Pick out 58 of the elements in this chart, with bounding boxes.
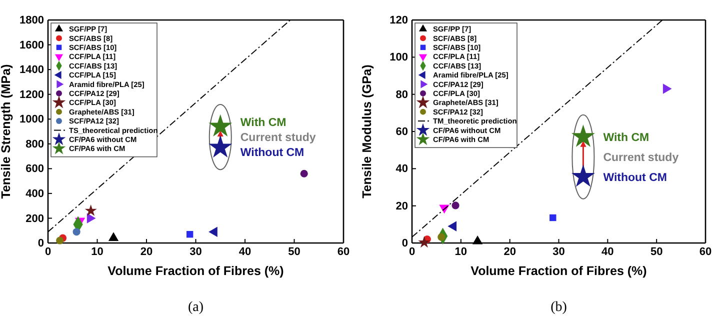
y-tick-label: 400 <box>26 188 44 200</box>
x-tick-label: 60 <box>337 246 350 258</box>
point <box>662 84 672 94</box>
point <box>549 214 556 222</box>
y-axis-title: Tensile Modulus (GPa) <box>360 64 374 198</box>
annotation: Current study <box>240 132 316 144</box>
text: (b) <box>550 300 567 315</box>
point <box>447 221 456 232</box>
point <box>208 226 218 237</box>
annotation: Current study <box>602 152 679 164</box>
y-tick-label: 80 <box>395 88 408 101</box>
point <box>72 228 80 236</box>
y-axis-title: Tensile Strength (MPa) <box>0 64 13 199</box>
x-tick-label: 30 <box>190 246 202 258</box>
x-axis-title: Volume Fraction of Fibres (%) <box>108 264 284 278</box>
y-tick-label: 1400 <box>20 64 44 76</box>
point <box>208 135 232 158</box>
point <box>186 230 194 238</box>
y-tick-label: 0 <box>38 238 44 250</box>
x-tick-label: 40 <box>238 246 252 258</box>
x-tick-label: 20 <box>503 246 516 258</box>
x-axis-title: Volume Fraction of Fibres (%) <box>470 264 646 278</box>
point <box>84 204 97 216</box>
y-tick-label: 20 <box>395 200 408 212</box>
y-tick-label: 200 <box>26 212 44 225</box>
y-tick-label: 100 <box>389 52 408 64</box>
x-tick-label: 40 <box>601 246 614 258</box>
annotation: Without CM <box>602 172 666 184</box>
y-tick-label: 1600 <box>20 39 44 52</box>
point <box>472 235 482 244</box>
point <box>300 170 308 178</box>
annotation: Without CM <box>240 147 304 160</box>
y-tick-label: 40 <box>395 163 408 176</box>
x-tick-label: 10 <box>91 246 104 258</box>
x-tick-label: 50 <box>288 246 300 258</box>
y-tick-label: 120 <box>389 14 408 27</box>
x-tick-label: 20 <box>140 246 153 258</box>
y-tick-label: 1200 <box>20 88 44 101</box>
point <box>86 213 96 224</box>
x-tick-label: 60 <box>698 246 712 258</box>
point <box>451 202 459 210</box>
annotation: With CM <box>602 132 649 144</box>
annotation: With CM <box>240 117 286 130</box>
y-tick-label: 800 <box>26 138 44 150</box>
point <box>208 114 232 136</box>
y-tick-label: 1000 <box>20 114 44 126</box>
x-tick-label: 50 <box>650 246 662 258</box>
x-tick-label: 10 <box>454 246 467 258</box>
y-tick-label: 60 <box>395 126 408 138</box>
y-tick-label: 1800 <box>20 14 44 27</box>
point <box>56 236 64 244</box>
text: (a) <box>188 300 204 315</box>
x-tick-label: 30 <box>552 246 564 258</box>
point <box>571 124 594 147</box>
y-tick-label: 0 <box>401 238 408 250</box>
point <box>571 164 594 187</box>
y-tick-label: 600 <box>26 163 44 176</box>
point <box>418 236 430 248</box>
